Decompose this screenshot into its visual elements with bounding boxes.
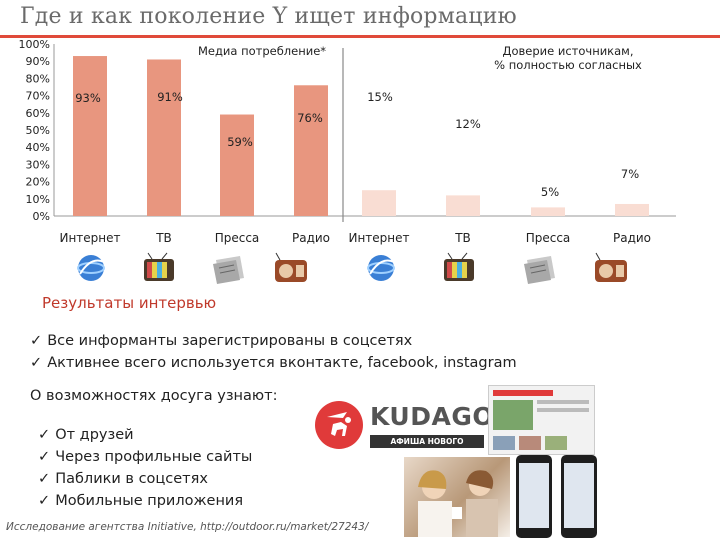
bar-value-label: 76% — [297, 111, 323, 125]
leisure-item: От друзей — [38, 424, 252, 446]
y-tick-label: 70% — [26, 90, 50, 103]
bar-value-label: 91% — [157, 90, 183, 104]
x-category-label: Интернет — [348, 231, 409, 245]
bar-media-3 — [220, 114, 254, 216]
finding-item: Все информанты зарегистрированы в соцсет… — [30, 330, 517, 352]
newspaper-icon — [521, 252, 559, 284]
kudago-tagline: АФИША НОВОГО ФОРМАТА — [370, 435, 484, 459]
radio-icon — [592, 252, 630, 284]
finding-item: Активнее всего используется вконтакте, f… — [30, 352, 516, 374]
tv-icon — [440, 252, 478, 284]
y-tick-label: 50% — [26, 124, 50, 137]
globe-icon — [362, 252, 400, 284]
chart-title: Медиа потребление* — [198, 44, 326, 58]
bar-value-label: 93% — [75, 91, 101, 105]
y-tick-label: 20% — [26, 176, 50, 189]
bar-media-2 — [147, 59, 181, 217]
source-note: Исследование агентства Initiative, http:… — [6, 521, 369, 533]
globe-icon — [72, 252, 110, 284]
newspaper-icon — [210, 252, 248, 284]
tv-icon — [140, 252, 178, 284]
kudago-logo-icon — [315, 401, 363, 449]
bar-value-label: 5% — [541, 185, 559, 199]
bar-value-label: 59% — [227, 135, 253, 149]
x-category-label: ТВ — [454, 231, 471, 245]
bar-media-1 — [73, 56, 107, 216]
x-category-label: Радио — [292, 231, 330, 245]
x-category-label: Пресса — [526, 231, 571, 245]
x-category-label: ТВ — [155, 231, 172, 245]
bar-value-label: 12% — [455, 117, 481, 131]
chart-title: Доверие источникам, — [502, 44, 633, 58]
x-category-label: Радио — [613, 231, 651, 245]
bar-value-label: 7% — [621, 167, 639, 181]
radio-icon — [272, 252, 310, 284]
y-tick-label: 40% — [26, 141, 50, 154]
y-tick-label: 30% — [26, 158, 50, 171]
y-tick-label: 10% — [26, 193, 50, 206]
website-screenshot — [488, 385, 595, 455]
y-tick-label: 80% — [26, 72, 50, 85]
leisure-heading: О возможностях досуга узнают: — [30, 388, 278, 404]
bar-trust-1 — [362, 190, 396, 216]
y-tick-label: 0% — [33, 210, 50, 223]
y-tick-label: 90% — [26, 55, 50, 68]
x-category-label: Пресса — [215, 231, 260, 245]
bar-chart: 100% 90% 80% 70% 60% 50% 40% 30% 20% 10% 0% Медиа п… — [19, 38, 676, 245]
interview-heading: Результаты интервью — [42, 294, 217, 312]
leisure-item: Паблики в соцсетях — [38, 468, 252, 490]
chart-title: % полностью согласных — [494, 58, 642, 72]
bar-trust-4 — [615, 203, 649, 216]
findings-list: Все информанты зарегистрированы в соцсет… — [30, 330, 517, 374]
page-title: Где и как поколение Y ищет информацию — [20, 4, 517, 29]
leisure-list: От друзей Через профильные сайты Паблики… — [38, 424, 252, 512]
bar-media-4 — [294, 85, 328, 216]
leisure-item: Через профильные сайты — [38, 446, 252, 468]
y-tick-label: 60% — [26, 107, 50, 120]
x-category-label: Интернет — [59, 231, 120, 245]
title-underline — [0, 35, 720, 38]
phone-mockup — [561, 455, 597, 538]
leisure-item: Мобильные приложения — [38, 490, 252, 512]
friends-photo — [404, 457, 510, 537]
bar-trust-2 — [446, 195, 480, 216]
bar-trust-3 — [531, 207, 565, 216]
bar-value-label: 15% — [367, 90, 393, 104]
phone-mockup — [516, 455, 552, 538]
y-tick-label: 100% — [19, 38, 50, 51]
